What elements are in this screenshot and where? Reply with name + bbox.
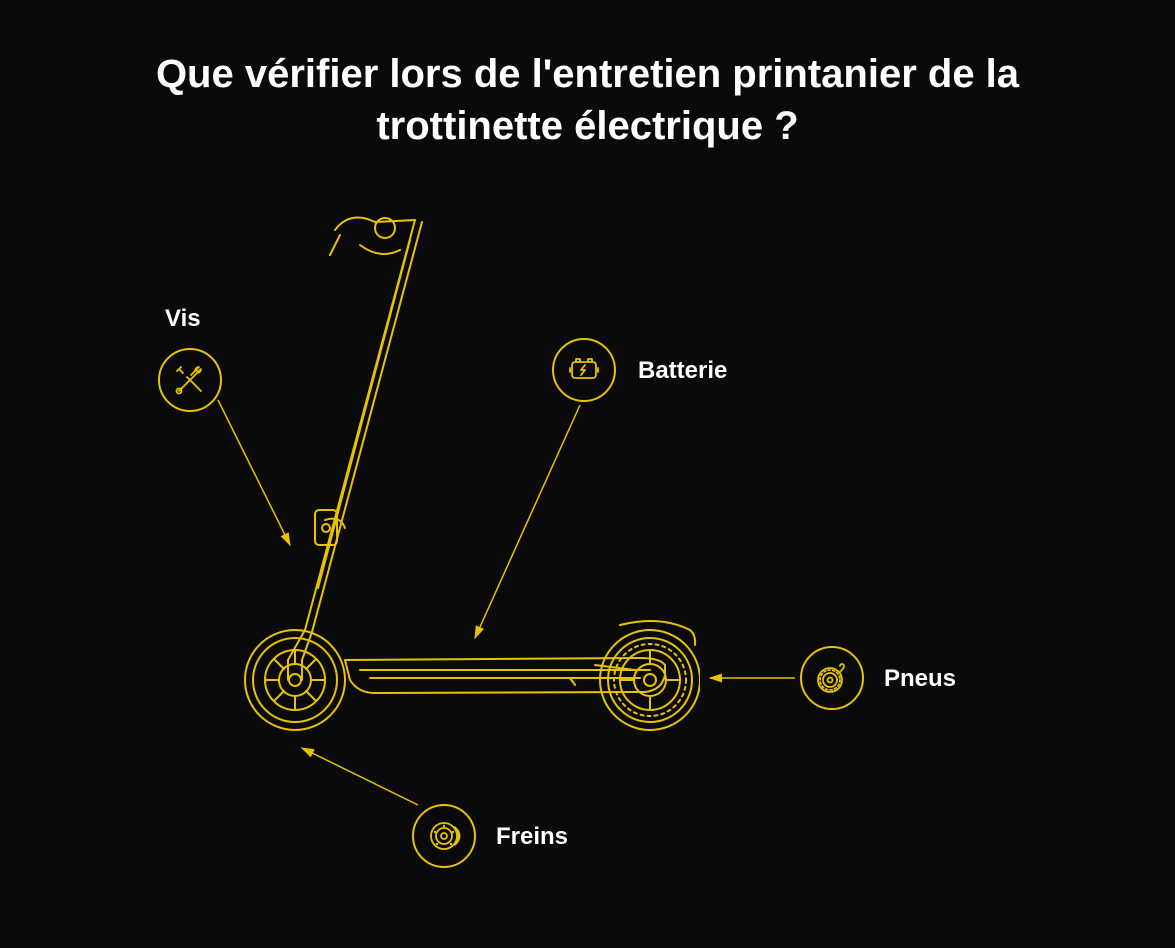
callout-pneus-label: Pneus xyxy=(884,665,956,693)
arrow-freins xyxy=(302,748,418,805)
callout-vis xyxy=(158,348,222,412)
callout-batterie-label: Batterie xyxy=(638,357,727,385)
callout-pneus xyxy=(800,646,864,710)
callout-freins xyxy=(412,804,476,868)
scooter-illustration xyxy=(240,200,700,740)
page-title: Que vérifier lors de l'entretien printan… xyxy=(0,48,1175,152)
callout-freins-label: Freins xyxy=(496,823,568,851)
callout-batterie xyxy=(552,338,616,402)
callout-vis-label: Vis xyxy=(165,305,201,333)
brake-icon xyxy=(412,804,476,868)
battery-icon xyxy=(552,338,616,402)
tools-icon xyxy=(158,348,222,412)
tire-icon xyxy=(800,646,864,710)
